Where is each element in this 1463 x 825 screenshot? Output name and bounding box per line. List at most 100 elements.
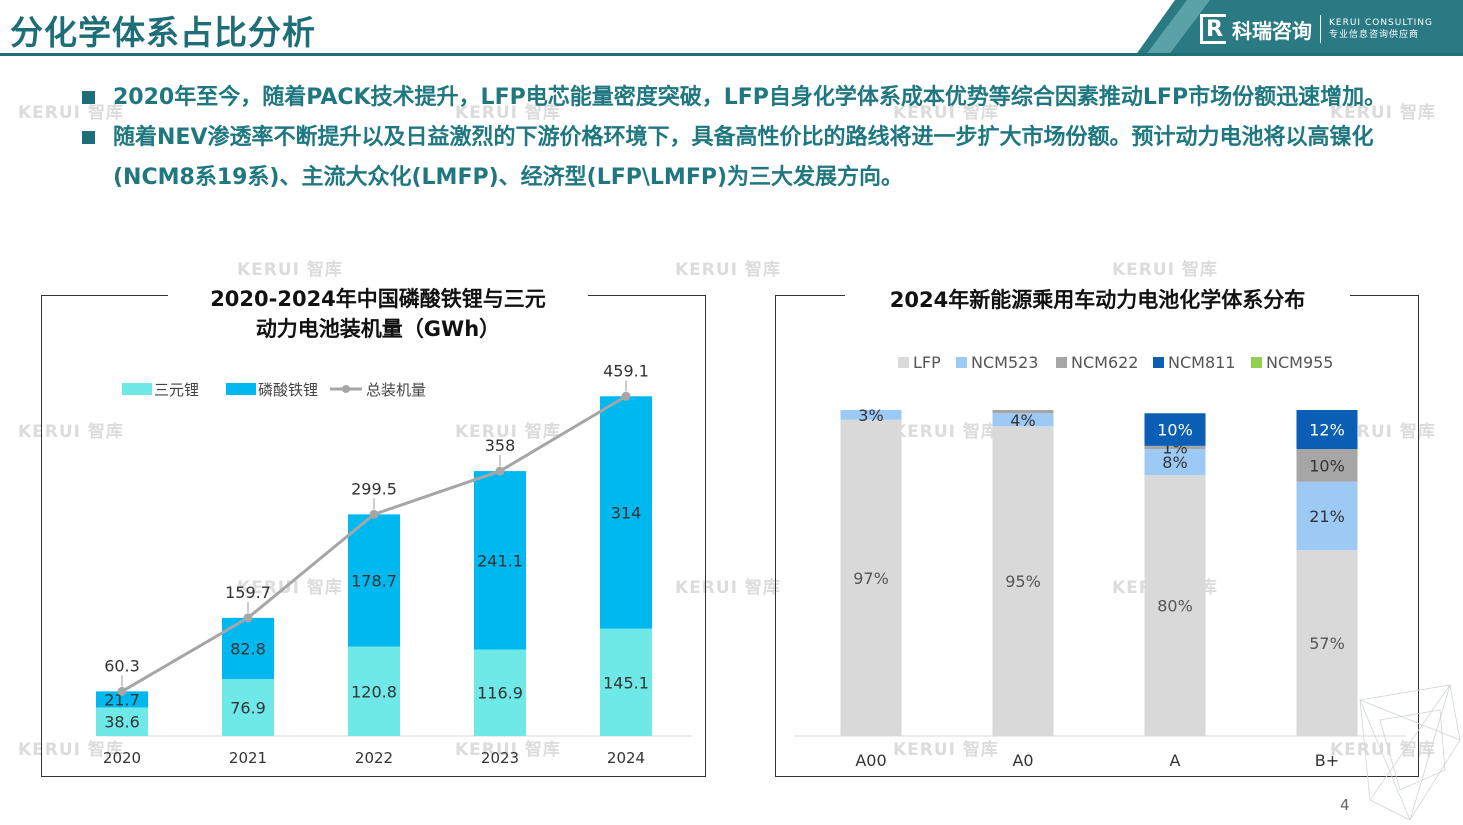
bar-value-label: 145.1 [603, 673, 649, 692]
x-tick-label: 2020 [103, 749, 141, 767]
bar-value-label: 57% [1309, 634, 1345, 653]
bar-value-label: 21.7 [104, 690, 140, 709]
bar-segment [96, 707, 148, 736]
watermark: KERUI 智库 [675, 578, 781, 598]
legend-label: NCM811 [1168, 353, 1235, 372]
bar-value-label: 21% [1309, 507, 1345, 526]
brand-divider [1320, 15, 1321, 43]
bar-segment [474, 471, 526, 650]
bar-segment [840, 410, 902, 420]
watermark: KERUI 智库 [893, 740, 999, 760]
legend-label: NCM622 [1071, 353, 1138, 372]
chemistry-distribution-chart-panel: LFP NCM523 NCM622 NCM811 NCM955 97% 3% A00 95% 4%… [775, 295, 1419, 777]
bar-value-label: 116.9 [477, 684, 523, 703]
bar-value-label: 120.8 [351, 682, 397, 701]
bar-value-label: 80% [1157, 597, 1193, 616]
legend-label: 磷酸铁锂 [258, 381, 318, 399]
x-tick-label: B+ [1315, 751, 1339, 770]
chart1-title-line2: 动力电池装机量（GWh） [255, 317, 501, 341]
x-tick-label: 2022 [355, 749, 393, 767]
bullet-item: 2020年至今，随着PACK技术提升，LFP电芯能量密度突破，LFP自身化学体系… [80, 78, 1440, 118]
watermark: KERUI 智库 [1112, 260, 1218, 280]
chemistry-distribution-chart: LFP NCM523 NCM622 NCM811 NCM955 97% 3% A00 95% 4%… [794, 353, 1406, 770]
legend-label: NCM955 [1266, 353, 1333, 372]
bar-segment [1296, 449, 1358, 482]
brand-tagline: 专业信息咨询供应商 [1329, 30, 1420, 40]
total-value-label: 299.5 [351, 479, 397, 498]
watermark: KERUI 智库 [18, 103, 124, 123]
total-point [117, 686, 127, 696]
watermark: KERUI 智库 [455, 103, 561, 123]
brand-name: 科瑞咨询 [1232, 18, 1312, 43]
page-title: 分化学体系占比分析 [10, 13, 316, 52]
bar-value-label: 76.9 [230, 699, 266, 718]
watermark: KERUI 智库 [237, 260, 343, 280]
brand-logo-group: R 科瑞咨询 KERUI CONSULTING 专业信息咨询供应商 [1200, 12, 1433, 46]
watermark: KERUI 智库 [893, 422, 999, 442]
x-tick-label: 2023 [481, 749, 519, 767]
installed-capacity-chart-panel: 三元锂 磷酸铁锂 总装机量 38.6 21.7 2020 76.9 82.8 2021 120.8… [41, 295, 706, 777]
bar-value-label: 12% [1309, 421, 1345, 440]
legend-label: 三元锂 [154, 381, 199, 399]
bar-value-label: 82.8 [230, 639, 266, 658]
legend-swatch [122, 383, 152, 395]
bar-segment [1296, 550, 1358, 736]
bar-segment [1144, 449, 1206, 476]
bullet-text: 随着NEV渗透率不断提升以及日益激烈的下游价格环境下，具备高性价比的路线将进一步… [113, 125, 1374, 190]
watermark: KERUI 智库 [675, 260, 781, 280]
watermark: KERUI 智库 [455, 740, 561, 760]
legend-swatch [1251, 357, 1262, 368]
watermark: KERUI 智库 [18, 740, 124, 760]
total-point [621, 391, 631, 401]
bar-segment [1296, 481, 1358, 551]
legend-label: LFP [913, 353, 941, 372]
bullet-list: 2020年至今，随着PACK技术提升，LFP电芯能量密度突破，LFP自身化学体系… [80, 78, 1440, 198]
page-number: 4 [1340, 796, 1350, 814]
total-value-label: 159.7 [225, 583, 271, 602]
bar-segment [1144, 413, 1206, 446]
square-bullet-icon [82, 91, 95, 104]
chart2-title: 2024年新能源乘用车动力电池化学体系分布 [845, 285, 1350, 315]
brand-name-en: KERUI CONSULTING [1329, 18, 1433, 28]
legend-swatch [1153, 357, 1164, 368]
total-point [369, 509, 379, 519]
bullet-item: 随着NEV渗透率不断提升以及日益激烈的下游价格环境下，具备高性价比的路线将进一步… [80, 118, 1440, 198]
bar-value-label: 97% [853, 569, 889, 588]
bar-segment [96, 691, 148, 708]
watermark: KERUI 智库 [893, 103, 999, 123]
bullet-text: 2020年至今，随着PACK技术提升，LFP电芯能量密度突破，LFP自身化学体系… [113, 85, 1387, 110]
total-point [243, 613, 253, 623]
watermark: KERUI 智库 [237, 578, 343, 598]
bar-segment [348, 514, 400, 647]
header-divider [0, 53, 1463, 56]
bar-segment [600, 628, 652, 736]
legend-swatch [1056, 357, 1067, 368]
brand-en-block: KERUI CONSULTING 专业信息咨询供应商 [1329, 17, 1433, 41]
bar-value-label: 178.7 [351, 571, 397, 590]
header: 分化学体系占比分析 R 科瑞咨询 KERUI CONSULTING 专业信息咨询… [0, 0, 1463, 56]
bar-segment [1144, 475, 1206, 736]
watermark: KERUI 智库 [18, 422, 124, 442]
bar-segment [348, 646, 400, 736]
x-tick-label: A [1170, 751, 1181, 770]
bar-value-label: 241.1 [477, 551, 523, 570]
bar-segment [840, 419, 902, 736]
bar-value-label: 4% [1010, 411, 1035, 430]
x-tick-label: 2021 [229, 749, 267, 767]
square-bullet-icon [82, 131, 95, 144]
x-tick-label: A0 [1012, 751, 1033, 770]
x-tick-label: 2024 [607, 749, 645, 767]
bar-segment [1296, 410, 1358, 450]
bar-segment [1144, 445, 1206, 450]
bar-value-label: 10% [1157, 421, 1193, 440]
bar-segment [474, 649, 526, 736]
bar-value-label: 3% [858, 406, 883, 425]
total-point [495, 466, 505, 476]
total-value-label: 358 [485, 436, 516, 455]
bar-value-label: 38.6 [104, 713, 140, 732]
bar-value-label: 10% [1309, 456, 1345, 475]
legend-label: NCM523 [971, 353, 1038, 372]
bar-segment [992, 410, 1054, 414]
corner-decoration [1359, 684, 1461, 821]
legend-swatch [898, 357, 909, 368]
